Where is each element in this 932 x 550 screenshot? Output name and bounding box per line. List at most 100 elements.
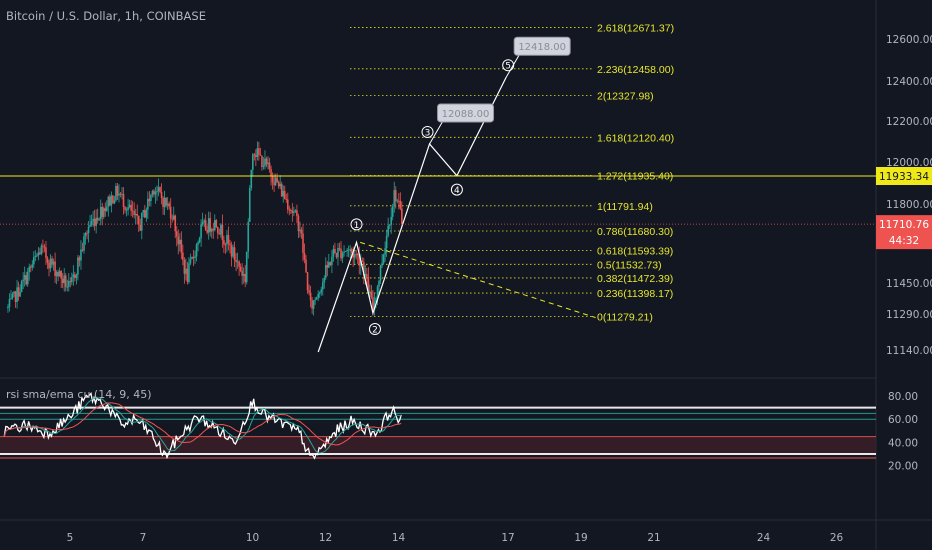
candle-body — [203, 220, 205, 223]
candle-body — [128, 204, 131, 208]
rsi-ema-line — [3, 402, 402, 446]
candle-body — [145, 209, 148, 218]
current-price-tag — [876, 215, 932, 250]
candle-body — [60, 271, 62, 279]
candle-body — [264, 158, 266, 166]
candle-body — [162, 198, 164, 208]
chart-title: Bitcoin / U.S. Dollar, 1h, COINBASE — [6, 9, 206, 23]
candle-body — [291, 210, 294, 213]
candle-body — [61, 278, 64, 284]
fib-level-label: 2.618(12671.37) — [597, 23, 674, 35]
candle-body — [323, 277, 326, 283]
candle-body — [381, 263, 383, 266]
candle-body — [352, 252, 354, 258]
candle-body — [174, 215, 177, 232]
candle-body — [194, 256, 196, 258]
candle-body — [92, 218, 94, 222]
candle-body — [112, 195, 114, 204]
candle-body — [256, 148, 259, 157]
current-price-label: 11710.76 — [879, 219, 929, 231]
fib-level-label: 1(11791.94) — [597, 201, 653, 213]
candle-body — [127, 207, 129, 210]
candle-body — [160, 192, 163, 199]
candle-body — [134, 213, 137, 216]
callout-pointer — [429, 119, 444, 145]
callout-label: 12088.00 — [442, 109, 490, 120]
time-axis[interactable]: 5 7 10 12 14 17 19 21 24 26 — [67, 532, 844, 544]
candle-body — [378, 280, 380, 287]
candle-body — [241, 270, 243, 276]
candles — [7, 141, 403, 316]
candle-body — [235, 259, 237, 262]
candle-body — [198, 238, 201, 243]
wave-label: 3 — [425, 128, 431, 138]
wave-path[interactable]: 1 2 3 4 5 12088.00 12418.00 — [317, 36, 571, 353]
fib-level-label: 0.382(11472.39) — [597, 273, 673, 285]
time-tick-label: 24 — [757, 532, 771, 544]
candle-body — [66, 286, 69, 288]
candle-body — [136, 213, 139, 216]
candle-body — [217, 226, 219, 234]
candle-body — [151, 190, 154, 195]
candle-body — [156, 190, 158, 193]
candle-body — [300, 229, 303, 234]
candle-body — [116, 185, 119, 196]
candle-body — [245, 251, 248, 283]
candle-body — [305, 259, 307, 273]
candle-body — [165, 197, 167, 206]
candle-body — [121, 194, 123, 195]
candle-body — [308, 290, 310, 293]
price-tick-label: 12600.00 — [886, 34, 932, 46]
candle-body — [232, 247, 234, 257]
price-tick-label: 11450.00 — [886, 278, 932, 290]
time-tick-label: 10 — [246, 532, 259, 544]
candle-body — [110, 195, 113, 206]
candle-body — [46, 258, 49, 263]
candle-body — [55, 271, 58, 277]
candle-body — [372, 297, 374, 310]
candle-body — [328, 262, 330, 268]
candle-body — [267, 162, 269, 165]
candle-body — [144, 210, 146, 218]
candle-body — [220, 224, 222, 235]
candle-body — [279, 183, 281, 187]
callout-box — [437, 103, 495, 123]
rsi-lines — [3, 392, 402, 460]
candle-body — [204, 220, 207, 230]
candle-body — [51, 258, 53, 265]
candle-body — [8, 299, 11, 307]
candle-body — [78, 257, 81, 261]
candle-body — [139, 224, 142, 231]
candle-body — [297, 216, 300, 232]
time-tick-label: 5 — [67, 532, 74, 544]
candle-body — [140, 212, 143, 231]
price-tick-label: 12400.00 — [886, 76, 932, 88]
rsi-sma-line — [3, 397, 402, 454]
price-tick-label: 11800.00 — [886, 199, 932, 211]
fib-level-label: 0.618(11593.39) — [597, 246, 673, 258]
candle-body — [299, 229, 301, 232]
level-price-label: 11933.34 — [879, 171, 929, 183]
wave-label-circle — [450, 183, 463, 196]
candle-body — [96, 217, 99, 221]
candle-body — [83, 236, 85, 251]
candle-body — [311, 300, 313, 309]
fib-level-label: 0.786(11680.30) — [597, 226, 673, 238]
candle-body — [326, 265, 329, 268]
wave-label-circle — [368, 323, 381, 336]
candle-body — [14, 291, 17, 303]
candle-body — [318, 292, 321, 294]
candle-body — [213, 220, 216, 231]
candle-body — [188, 263, 190, 282]
candle-body — [320, 289, 323, 293]
candle-body — [394, 190, 397, 202]
fib-level-label: 0.5(11532.73) — [597, 259, 662, 271]
candle-body — [388, 224, 391, 226]
fib-levels[interactable]: 0(11279.21) 0.236(11398.17) 0.382(11472.39… — [350, 23, 674, 324]
candle-body — [215, 220, 218, 227]
price-axis[interactable]: 12600.00 12400.00 12200.00 12000.00 11800.00… — [886, 34, 932, 473]
candle-body — [113, 200, 116, 204]
candle-body — [86, 232, 88, 234]
fib-level-label: 2(12327.98) — [597, 90, 654, 102]
